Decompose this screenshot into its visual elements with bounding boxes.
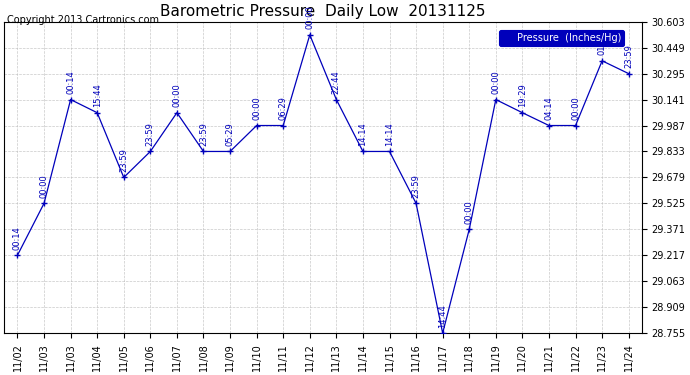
Text: 23:59: 23:59 [624, 44, 633, 68]
Text: 19:29: 19:29 [518, 83, 527, 107]
Text: 23:59: 23:59 [412, 174, 421, 198]
Text: 06:29: 06:29 [279, 96, 288, 120]
Text: Copyright 2013 Cartronics.com: Copyright 2013 Cartronics.com [7, 15, 159, 25]
Text: 00:00: 00:00 [252, 96, 261, 120]
Text: 15:44: 15:44 [92, 83, 101, 107]
Text: 14:14: 14:14 [358, 122, 368, 146]
Text: 00:00: 00:00 [491, 70, 500, 94]
Text: 01:14: 01:14 [598, 32, 607, 55]
Text: 05:29: 05:29 [226, 122, 235, 146]
Legend: Pressure  (Inches/Hg): Pressure (Inches/Hg) [499, 30, 624, 45]
Text: 23:59: 23:59 [146, 122, 155, 146]
Text: 04:14: 04:14 [544, 96, 553, 120]
Title: Barometric Pressure  Daily Low  20131125: Barometric Pressure Daily Low 20131125 [160, 4, 486, 19]
Text: 23:59: 23:59 [119, 148, 128, 172]
Text: 22:44: 22:44 [332, 70, 341, 94]
Text: 00:00: 00:00 [172, 83, 181, 107]
Text: 14:14: 14:14 [385, 122, 394, 146]
Text: 23:59: 23:59 [199, 122, 208, 146]
Text: 14:44: 14:44 [438, 304, 447, 327]
Text: 00:00: 00:00 [465, 200, 474, 224]
Text: 00:00: 00:00 [39, 174, 48, 198]
Text: 00:14: 00:14 [13, 226, 22, 250]
Text: 00:00: 00:00 [571, 96, 580, 120]
Text: 00:00: 00:00 [305, 6, 314, 29]
Text: 00:14: 00:14 [66, 70, 75, 94]
